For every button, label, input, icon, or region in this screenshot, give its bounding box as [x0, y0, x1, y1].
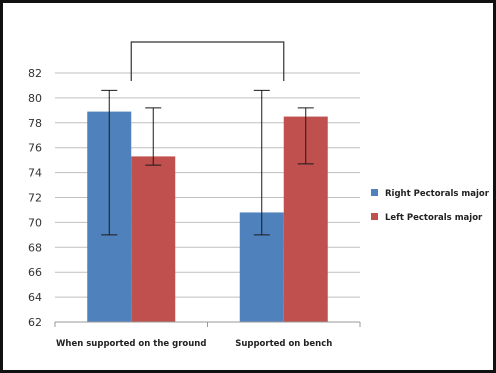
y-tick-label: 62: [28, 316, 42, 329]
y-tick-label: 68: [28, 241, 42, 254]
y-tick-label: 66: [28, 266, 42, 279]
y-tick-label: 72: [28, 192, 42, 205]
y-tick-label: 70: [28, 216, 42, 229]
error-bars: [101, 89, 314, 236]
y-tick-label: 76: [28, 142, 42, 155]
y-tick-label: 74: [28, 167, 42, 180]
legend-label: Left Pectorals major: [385, 213, 483, 223]
bars: [87, 111, 328, 322]
y-tick-label: 64: [28, 291, 42, 304]
legend-label: Right Pectorals major: [385, 189, 490, 199]
y-axis-tick-labels: 62 64 66 68 70 72 74 76 78 80 82: [28, 67, 42, 329]
category-label: Supported on bench: [235, 339, 332, 349]
category-label: When supported on the ground: [56, 339, 206, 349]
y-tick-label: 78: [28, 117, 42, 130]
legend-swatch: [371, 189, 378, 196]
significance-bracket-line: [130, 41, 285, 81]
significance-bracket: [130, 41, 285, 81]
legend: Right Pectorals major Left Pectorals majo…: [371, 189, 490, 223]
category-labels: When supported on the ground Supported on…: [56, 339, 332, 349]
y-tick-label: 82: [28, 67, 42, 80]
y-tick-label: 80: [28, 92, 42, 105]
x-axis: [54, 321, 361, 327]
legend-swatch: [371, 213, 378, 220]
bar: [131, 156, 176, 322]
